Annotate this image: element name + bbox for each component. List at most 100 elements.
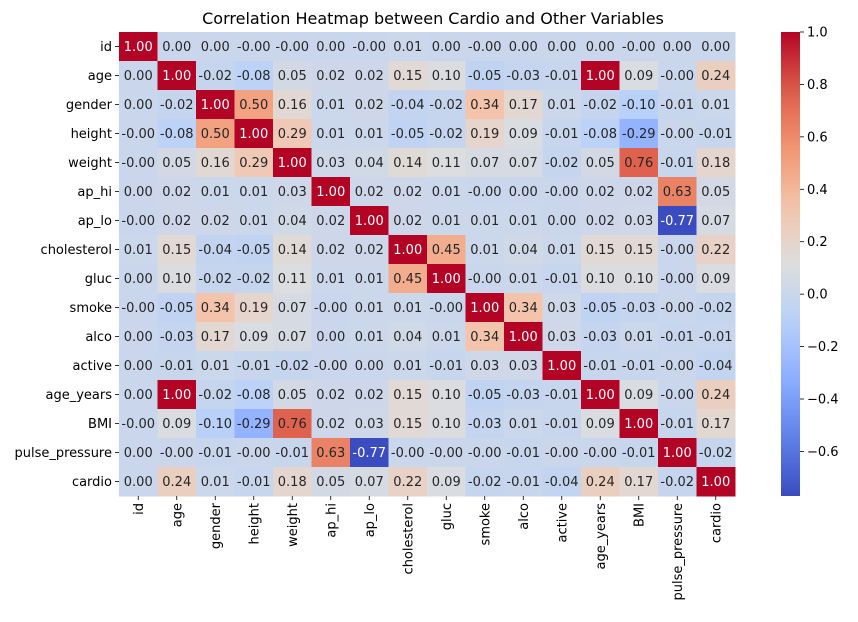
heatmap-cell — [157, 61, 197, 91]
heatmap-cell — [542, 438, 582, 468]
heatmap-cell — [273, 206, 312, 236]
heatmap-cell — [388, 32, 428, 62]
cell-value-label: 0.29 — [278, 127, 307, 142]
heatmap-cell — [311, 90, 351, 120]
heatmap-cell — [350, 119, 389, 149]
cell-value-label: 0.07 — [278, 330, 307, 345]
cell-value-label: 0.10 — [432, 69, 461, 84]
cell-value-label: 0.01 — [624, 330, 653, 345]
cell-value-label: -0.02 — [583, 98, 617, 113]
heatmap-cell — [273, 177, 312, 207]
cell-value-label: 0.07 — [509, 156, 538, 171]
heatmap-cell — [196, 293, 235, 323]
heatmap-cell — [350, 90, 389, 120]
cell-value-label: 0.15 — [393, 388, 422, 403]
heatmap-cell — [658, 177, 697, 207]
row-label: smoke — [70, 301, 112, 316]
heatmap-cell — [619, 351, 659, 381]
heatmap-cell — [619, 177, 659, 207]
column-label: alco — [517, 503, 532, 530]
heatmap-cell — [388, 148, 428, 178]
column-label: ap_lo — [363, 503, 378, 537]
heatmap-cell — [619, 438, 659, 468]
cell-value-label: 0.05 — [586, 156, 615, 171]
heatmap-cell — [619, 293, 659, 323]
heatmap-cell — [311, 119, 351, 149]
cell-value-label: 0.01 — [432, 214, 461, 229]
heatmap-cell — [196, 32, 235, 62]
colorbar-tick-label: 0.0 — [807, 288, 828, 303]
cell-value-label: 0.01 — [547, 98, 576, 113]
cell-value-label: 0.02 — [162, 185, 191, 200]
cell-value-label: -0.02 — [429, 98, 463, 113]
heatmap-cell — [581, 380, 620, 410]
cell-value-label: 0.03 — [547, 301, 576, 316]
cell-value-label: 1.00 — [586, 388, 615, 403]
heatmap-cell — [350, 61, 389, 91]
cell-value-label: -0.77 — [660, 214, 694, 229]
heatmap-cell — [119, 206, 158, 236]
heatmap-cell — [658, 61, 697, 91]
row-label: gender — [66, 98, 113, 113]
heatmap-cell — [350, 438, 389, 468]
heatmap-cell — [658, 90, 697, 120]
cell-value-label: 0.04 — [393, 330, 422, 345]
heatmap-cell — [388, 351, 428, 381]
cell-value-label: -0.00 — [622, 40, 656, 55]
heatmap-cell — [350, 148, 389, 178]
cell-value-label: -0.08 — [160, 127, 194, 142]
cell-value-label: 0.19 — [470, 127, 499, 142]
heatmap-cell — [119, 32, 158, 62]
cell-value-label: 0.00 — [663, 40, 692, 55]
cell-value-label: 0.24 — [586, 475, 615, 490]
heatmap-cell — [273, 293, 312, 323]
heatmap-cell — [465, 235, 505, 265]
column-label: weight — [286, 503, 301, 547]
cell-value-label: 0.45 — [393, 272, 422, 287]
cell-value-label: 0.01 — [316, 98, 345, 113]
heatmap-cell — [273, 380, 312, 410]
colorbar-tick-label: 0.6 — [807, 130, 828, 145]
cell-value-label: 0.24 — [701, 388, 730, 403]
column-label: cardio — [709, 503, 724, 543]
cell-value-label: 0.02 — [393, 185, 422, 200]
cell-value-label: 0.01 — [355, 127, 384, 142]
cell-value-label: 0.02 — [393, 214, 422, 229]
cell-value-label: 0.17 — [624, 475, 653, 490]
colorbar-tick-label: 0.2 — [807, 235, 828, 250]
cell-value-label: 0.50 — [239, 98, 268, 113]
cell-value-label: -0.01 — [506, 475, 540, 490]
heatmap-cell — [119, 409, 158, 439]
heatmap-cell — [273, 148, 312, 178]
heatmap-cell — [350, 409, 389, 439]
cell-value-label: 0.03 — [470, 359, 499, 374]
heatmap-cell — [350, 322, 389, 352]
heatmap-cell — [234, 467, 274, 497]
cell-value-label: 0.22 — [393, 475, 422, 490]
heatmap-cell — [658, 293, 697, 323]
cell-value-label: -0.02 — [237, 272, 271, 287]
heatmap-cell — [696, 61, 736, 91]
cell-value-label: 0.05 — [278, 69, 307, 84]
cell-value-label: -0.01 — [545, 127, 579, 142]
cell-value-label: -0.29 — [622, 127, 656, 142]
cell-value-label: -0.00 — [583, 446, 617, 461]
cell-value-label: 0.01 — [316, 272, 345, 287]
row-label: active — [72, 359, 112, 374]
cell-value-label: -0.04 — [545, 475, 579, 490]
cell-value-label: -0.00 — [314, 359, 348, 374]
row-label: gluc — [85, 272, 112, 287]
heatmap-cell — [696, 438, 736, 468]
heatmap-cell — [119, 61, 158, 91]
heatmap-cell — [311, 264, 351, 294]
heatmap-cell — [581, 177, 620, 207]
heatmap-cell — [465, 322, 505, 352]
cell-value-label: -0.02 — [545, 156, 579, 171]
heatmap-cell — [696, 351, 736, 381]
cell-value-label: -0.03 — [506, 388, 540, 403]
row-label: age — [88, 69, 112, 84]
cell-value-label: 0.02 — [316, 69, 345, 84]
colorbar-gradient — [781, 32, 800, 496]
heatmap-cell — [311, 32, 351, 62]
